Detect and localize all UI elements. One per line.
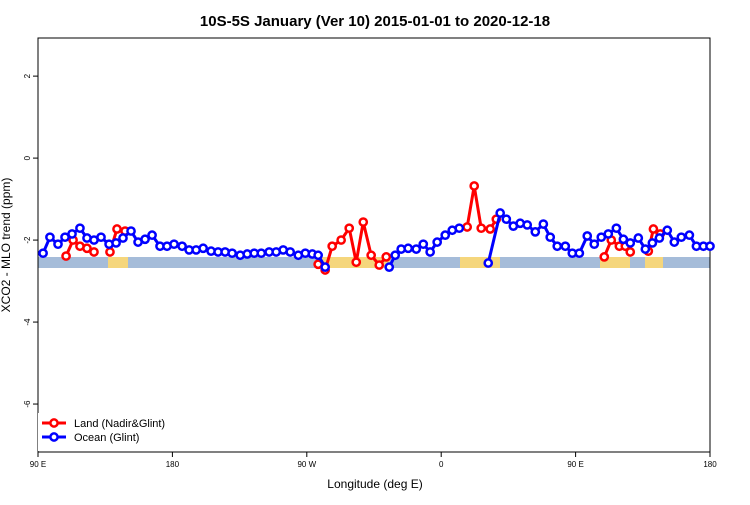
series-marker — [140, 234, 150, 245]
series-marker — [418, 239, 429, 250]
series-marker — [633, 233, 644, 243]
legend-label: Land (Nadir&Glint) — [74, 418, 165, 430]
y-tick-label: 0 — [23, 155, 32, 160]
legend: Land (Nadir&Glint) Ocean (Glint) — [38, 413, 188, 451]
series-marker — [320, 262, 331, 272]
series-marker — [560, 241, 571, 252]
x-tick-label: 0 — [439, 460, 444, 469]
series-marker — [227, 248, 237, 259]
x-tick-label: 180 — [703, 460, 717, 469]
series-marker — [313, 250, 323, 261]
y-axis-label: XCO2 - MLO trend (ppm) — [0, 178, 13, 313]
land-patch — [645, 257, 663, 268]
series-marker — [684, 230, 695, 241]
series-marker — [177, 241, 187, 252]
series-marker — [53, 239, 63, 250]
series-marker — [112, 224, 122, 234]
legend-label: Ocean (Glint) — [74, 432, 139, 444]
land-patch — [460, 257, 500, 268]
series-marker — [344, 223, 355, 234]
series-marker — [545, 232, 556, 243]
legend-marker — [49, 418, 59, 428]
series-marker — [381, 252, 392, 262]
y-tick-label: 2 — [23, 73, 32, 78]
y-tick-label: -6 — [23, 400, 32, 408]
series-marker — [126, 226, 136, 236]
land-patch — [600, 257, 630, 268]
series-marker — [403, 243, 414, 254]
series-marker — [82, 243, 92, 254]
series-marker — [501, 214, 512, 225]
series-marker — [374, 260, 385, 270]
series-marker — [469, 181, 480, 191]
series-marker — [618, 234, 629, 245]
series-marker — [647, 238, 658, 248]
series-marker — [384, 262, 395, 272]
series-marker — [669, 237, 680, 247]
series-marker — [118, 233, 128, 243]
x-axis-label: Longitude (deg E) — [327, 477, 422, 491]
series-marker — [105, 247, 115, 257]
series-marker — [61, 251, 71, 261]
series-marker — [648, 224, 659, 234]
series-marker — [327, 241, 338, 252]
series-marker — [530, 227, 541, 237]
land-patch — [108, 257, 128, 268]
x-tick-label: 90 E — [567, 460, 583, 469]
y-tick-label: -4 — [23, 318, 32, 326]
series-marker — [662, 225, 673, 236]
series-marker — [522, 220, 533, 230]
series-marker — [462, 222, 473, 232]
x-tick-label: 90 E — [30, 460, 46, 469]
series-marker — [495, 208, 506, 218]
series-marker — [625, 238, 636, 248]
y-tick-label: -2 — [23, 236, 32, 244]
series-marker — [705, 241, 715, 252]
series-marker — [67, 229, 77, 239]
series-marker — [336, 235, 346, 245]
series-marker — [89, 247, 99, 257]
series-marker — [676, 232, 687, 243]
series-marker — [483, 258, 494, 268]
series-marker — [640, 244, 651, 254]
series-marker — [169, 239, 179, 250]
series-marker — [366, 250, 377, 261]
series-marker — [603, 229, 614, 239]
series-marker — [485, 224, 496, 234]
series-marker — [285, 247, 296, 257]
series-marker — [38, 248, 48, 259]
series-marker — [45, 232, 55, 243]
series-marker — [625, 247, 636, 257]
series-marker — [96, 232, 106, 243]
series-marker — [358, 217, 369, 227]
series-marker — [390, 250, 401, 261]
series-marker — [111, 238, 121, 248]
series-marker — [425, 247, 435, 257]
series-marker — [256, 248, 267, 259]
series-marker — [599, 252, 610, 262]
series-marker — [411, 244, 422, 254]
series-marker — [574, 248, 585, 259]
legend-marker — [49, 432, 59, 442]
legend-box — [38, 413, 188, 451]
series-marker — [432, 237, 443, 247]
series-marker — [476, 223, 487, 234]
series-marker — [198, 243, 209, 254]
series-marker — [589, 239, 600, 250]
series-marker — [582, 231, 593, 241]
series-marker — [440, 230, 451, 241]
series-marker — [351, 257, 362, 268]
x-tick-label: 180 — [166, 460, 180, 469]
series-marker — [654, 233, 665, 243]
series-marker — [538, 219, 549, 229]
series-marker — [147, 230, 157, 241]
series-marker — [75, 223, 85, 234]
series-marker — [552, 241, 563, 252]
series-marker — [454, 223, 465, 234]
chart-title: 10S-5S January (Ver 10) 2015-01-01 to 20… — [200, 13, 550, 30]
series-marker — [611, 223, 622, 234]
x-tick-label: 90 W — [297, 460, 316, 469]
